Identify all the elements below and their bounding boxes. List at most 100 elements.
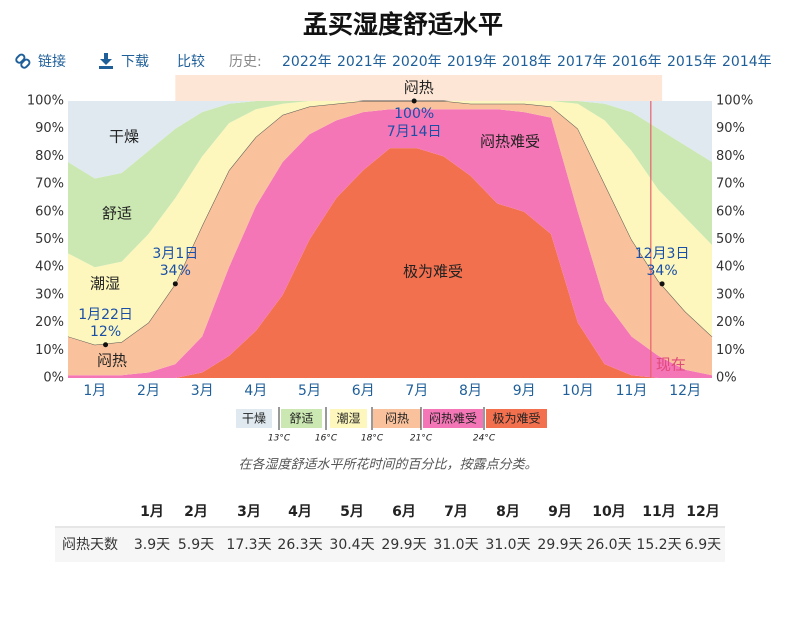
table-cell: 3.9天	[134, 537, 170, 553]
y2-tick-label: 40%	[716, 260, 745, 275]
x-tick-label: 2月	[137, 383, 160, 399]
x-tick-label: 8月	[459, 383, 482, 399]
annotation-point	[103, 342, 109, 348]
x-tick-label: 4月	[244, 383, 267, 399]
table-cell: 17.3天	[226, 537, 271, 553]
legend-swatch	[281, 409, 322, 428]
annotation-label: 12月3日	[635, 246, 690, 262]
nav-link[interactable]: 下载	[121, 54, 149, 70]
y-tick-label: 100%	[27, 94, 64, 109]
table-row-bg	[55, 528, 725, 562]
y2-tick-label: 30%	[716, 287, 745, 302]
legend-label: 干燥	[242, 412, 266, 426]
year-link[interactable]: 2021年	[337, 54, 387, 70]
legend-threshold: 21°C	[410, 434, 433, 444]
download-icon	[99, 53, 113, 69]
legend-swatch	[486, 409, 547, 428]
table-header: 1月	[140, 504, 164, 520]
legend-threshold: 16°C	[315, 434, 338, 444]
muggy-season-label: 闷热	[404, 79, 434, 97]
y2-tick-label: 50%	[716, 232, 745, 247]
y2-tick-label: 100%	[716, 94, 753, 109]
now-label: 现在	[656, 356, 686, 374]
year-link[interactable]: 2014年	[722, 54, 772, 70]
y2-tick-label: 90%	[716, 121, 745, 136]
y-tick-label: 0%	[43, 371, 64, 386]
legend-swatch	[373, 409, 421, 428]
y-tick-label: 30%	[35, 287, 64, 302]
region-label: 干燥	[109, 128, 139, 146]
table-header: 10月	[592, 504, 625, 520]
y-tick-label: 20%	[35, 315, 64, 330]
table-cell: 30.4天	[329, 537, 374, 553]
year-link[interactable]: 2020年	[392, 54, 442, 70]
table-header: 7月	[444, 504, 468, 520]
legend-label: 闷热	[385, 411, 409, 426]
y-tick-label: 50%	[35, 232, 64, 247]
table-cell: 26.3天	[277, 537, 322, 553]
year-link[interactable]: 2017年	[557, 54, 607, 70]
legend-swatch	[236, 409, 272, 428]
y2-tick-label: 60%	[716, 204, 745, 219]
area-band	[68, 101, 712, 345]
y-tick-label: 40%	[35, 260, 64, 275]
x-tick-label: 3月	[191, 383, 214, 399]
nav-link[interactable]: 链接	[38, 53, 66, 70]
legend-label: 舒适	[289, 412, 313, 426]
table-header: 11月	[642, 504, 675, 520]
year-link[interactable]: 2015年	[667, 54, 717, 70]
year-link[interactable]: 2022年	[282, 54, 332, 70]
link-icon	[15, 53, 31, 69]
y-tick-label: 70%	[35, 177, 64, 192]
region-label: 潮湿	[90, 275, 120, 293]
table-cell: 15.2天	[636, 537, 681, 553]
legend-label: 极为难受	[492, 412, 540, 426]
table-cell: 29.9天	[537, 537, 582, 553]
annotation-label: 12%	[90, 324, 121, 340]
annotation-label: 34%	[160, 263, 191, 279]
annotation-point	[172, 281, 178, 287]
table-cell: 26.0天	[586, 537, 631, 553]
year-link[interactable]: 2019年	[447, 54, 497, 70]
history-label: 历史:	[229, 54, 262, 70]
annotation-point	[411, 98, 417, 104]
table-header: 8月	[496, 504, 520, 520]
table-header: 4月	[288, 504, 312, 520]
table-header: 12月	[686, 504, 719, 520]
table-cell: 29.9天	[381, 537, 426, 553]
caption: 在各湿度舒适水平所花时间的百分比，按露点分类。	[238, 457, 537, 473]
chart-title: 孟买湿度舒适水平	[303, 10, 503, 39]
table-header: 9月	[548, 504, 572, 520]
year-link[interactable]: 2018年	[502, 54, 552, 70]
y-tick-label: 90%	[35, 121, 64, 136]
x-tick-label: 6月	[352, 383, 375, 399]
legend-threshold: 18°C	[361, 434, 384, 444]
x-tick-label: 9月	[513, 383, 536, 399]
annotation-label: 7月14日	[387, 124, 442, 140]
nav-link[interactable]: 比较	[177, 54, 205, 70]
year-link[interactable]: 2016年	[612, 54, 662, 70]
annotation-label: 100%	[394, 106, 434, 122]
y2-tick-label: 20%	[716, 315, 745, 330]
table-cell: 31.0天	[485, 537, 530, 553]
region-label: 闷热	[97, 352, 127, 370]
y-tick-label: 10%	[35, 343, 64, 358]
region-label: 闷热难受	[480, 133, 540, 151]
x-tick-label: 5月	[298, 383, 321, 399]
legend-swatch	[423, 409, 483, 428]
x-tick-label: 7月	[405, 383, 428, 399]
table-header: 6月	[392, 504, 416, 520]
table-row-label: 闷热天数	[62, 537, 118, 553]
y2-tick-label: 10%	[716, 343, 745, 358]
annotation-point	[659, 281, 665, 287]
y2-tick-label: 0%	[716, 371, 737, 386]
annotation-label: 1月22日	[78, 307, 133, 323]
table-cell: 31.0天	[433, 537, 478, 553]
legend-label: 潮湿	[336, 411, 360, 426]
legend-swatch	[330, 409, 367, 428]
table-header: 5月	[340, 504, 364, 520]
x-tick-label: 12月	[669, 383, 701, 399]
area-band	[68, 101, 712, 179]
